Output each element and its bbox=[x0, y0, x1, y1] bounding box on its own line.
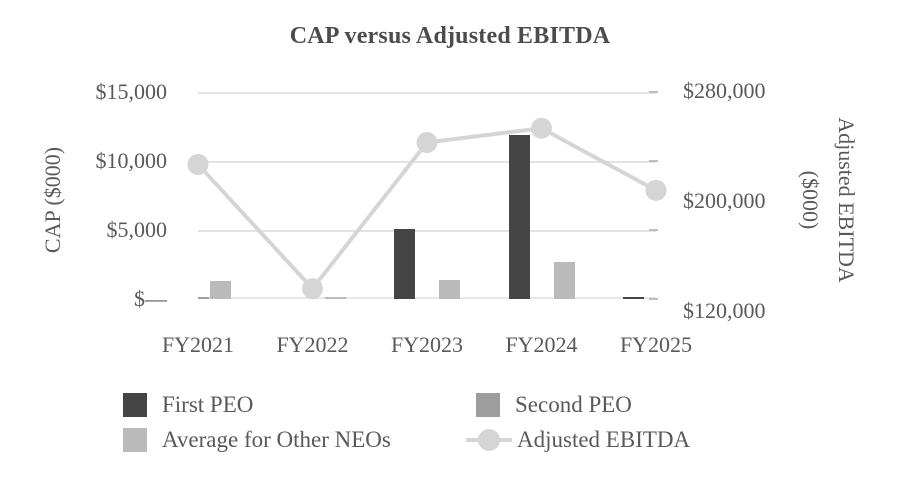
left-axis-tick-label: $10,000 bbox=[95, 148, 168, 173]
bar-average-for-other-neos-fy2023 bbox=[439, 280, 460, 299]
x-axis-category-label: FY2024 bbox=[505, 332, 578, 357]
chart-title: CAP versus Adjusted EBITDA bbox=[289, 23, 611, 49]
gridline bbox=[198, 161, 656, 163]
bar-average-for-other-neos-fy2022 bbox=[324, 297, 346, 299]
right-axis-tick-mark bbox=[649, 91, 658, 93]
bar-first-peo-fy2023 bbox=[394, 229, 415, 299]
right-axis-tick-label: $280,000 bbox=[683, 78, 766, 103]
legend-item-first-peo: First PEO bbox=[123, 392, 253, 418]
right-axis-title-line1: Adjusted EBITDA bbox=[834, 117, 859, 283]
x-axis-category-label: FY2025 bbox=[619, 332, 693, 357]
gridline bbox=[198, 230, 656, 232]
right-axis-title-line2: ($000) bbox=[798, 170, 823, 230]
legend-item-adjusted-ebitda: Adjusted EBITDA bbox=[466, 427, 690, 453]
x-axis-category-label: FY2023 bbox=[390, 332, 464, 357]
bar-first-peo-fy2024 bbox=[508, 135, 530, 299]
right-axis-tick-label: $200,000 bbox=[683, 188, 766, 213]
right-axis-tick-mark bbox=[649, 298, 658, 300]
legend-label-first-peo: First PEO bbox=[162, 392, 254, 417]
x-axis-line bbox=[198, 297, 656, 299]
left-axis-tick-label: $15,000 bbox=[95, 79, 168, 104]
x-axis-category-label: FY2021 bbox=[161, 332, 235, 357]
legend-label-average-for-other-neos: Average for Other NEOs bbox=[162, 427, 391, 452]
plot-area bbox=[198, 92, 656, 299]
left-axis-tick-label: $— bbox=[134, 286, 167, 311]
right-axis-tick-mark bbox=[649, 160, 658, 162]
left-axis-title: CAP ($000) bbox=[40, 146, 65, 254]
gridline bbox=[198, 92, 656, 94]
legend-item-average-for-other-neos: Average for Other NEOs bbox=[123, 427, 391, 453]
bar-average-for-other-neos-fy2024 bbox=[553, 262, 575, 299]
right-axis-tick-label: $120,000 bbox=[683, 298, 766, 323]
bar-first-peo-fy2025 bbox=[623, 297, 644, 299]
legend-item-second-peo: Second PEO bbox=[476, 392, 632, 418]
legend-line-marker-icon bbox=[466, 427, 512, 453]
legend-swatch-first-peo bbox=[123, 393, 147, 417]
right-axis-tick-mark bbox=[649, 229, 658, 231]
legend-label-second-peo: Second PEO bbox=[515, 392, 632, 417]
legend-swatch-average-for-other-neos bbox=[123, 428, 147, 452]
bar-second-peo-fy2021 bbox=[198, 297, 209, 299]
legend-swatch-second-peo bbox=[476, 393, 500, 417]
bar-average-for-other-neos-fy2021 bbox=[210, 281, 231, 299]
legend-label-adjusted-ebitda: Adjusted EBITDA bbox=[517, 427, 691, 452]
x-axis-category-label: FY2022 bbox=[276, 332, 349, 357]
left-axis-tick-label: $5,000 bbox=[106, 217, 168, 242]
right-axis-title: Adjusted EBITDA ($000) bbox=[792, 80, 864, 320]
